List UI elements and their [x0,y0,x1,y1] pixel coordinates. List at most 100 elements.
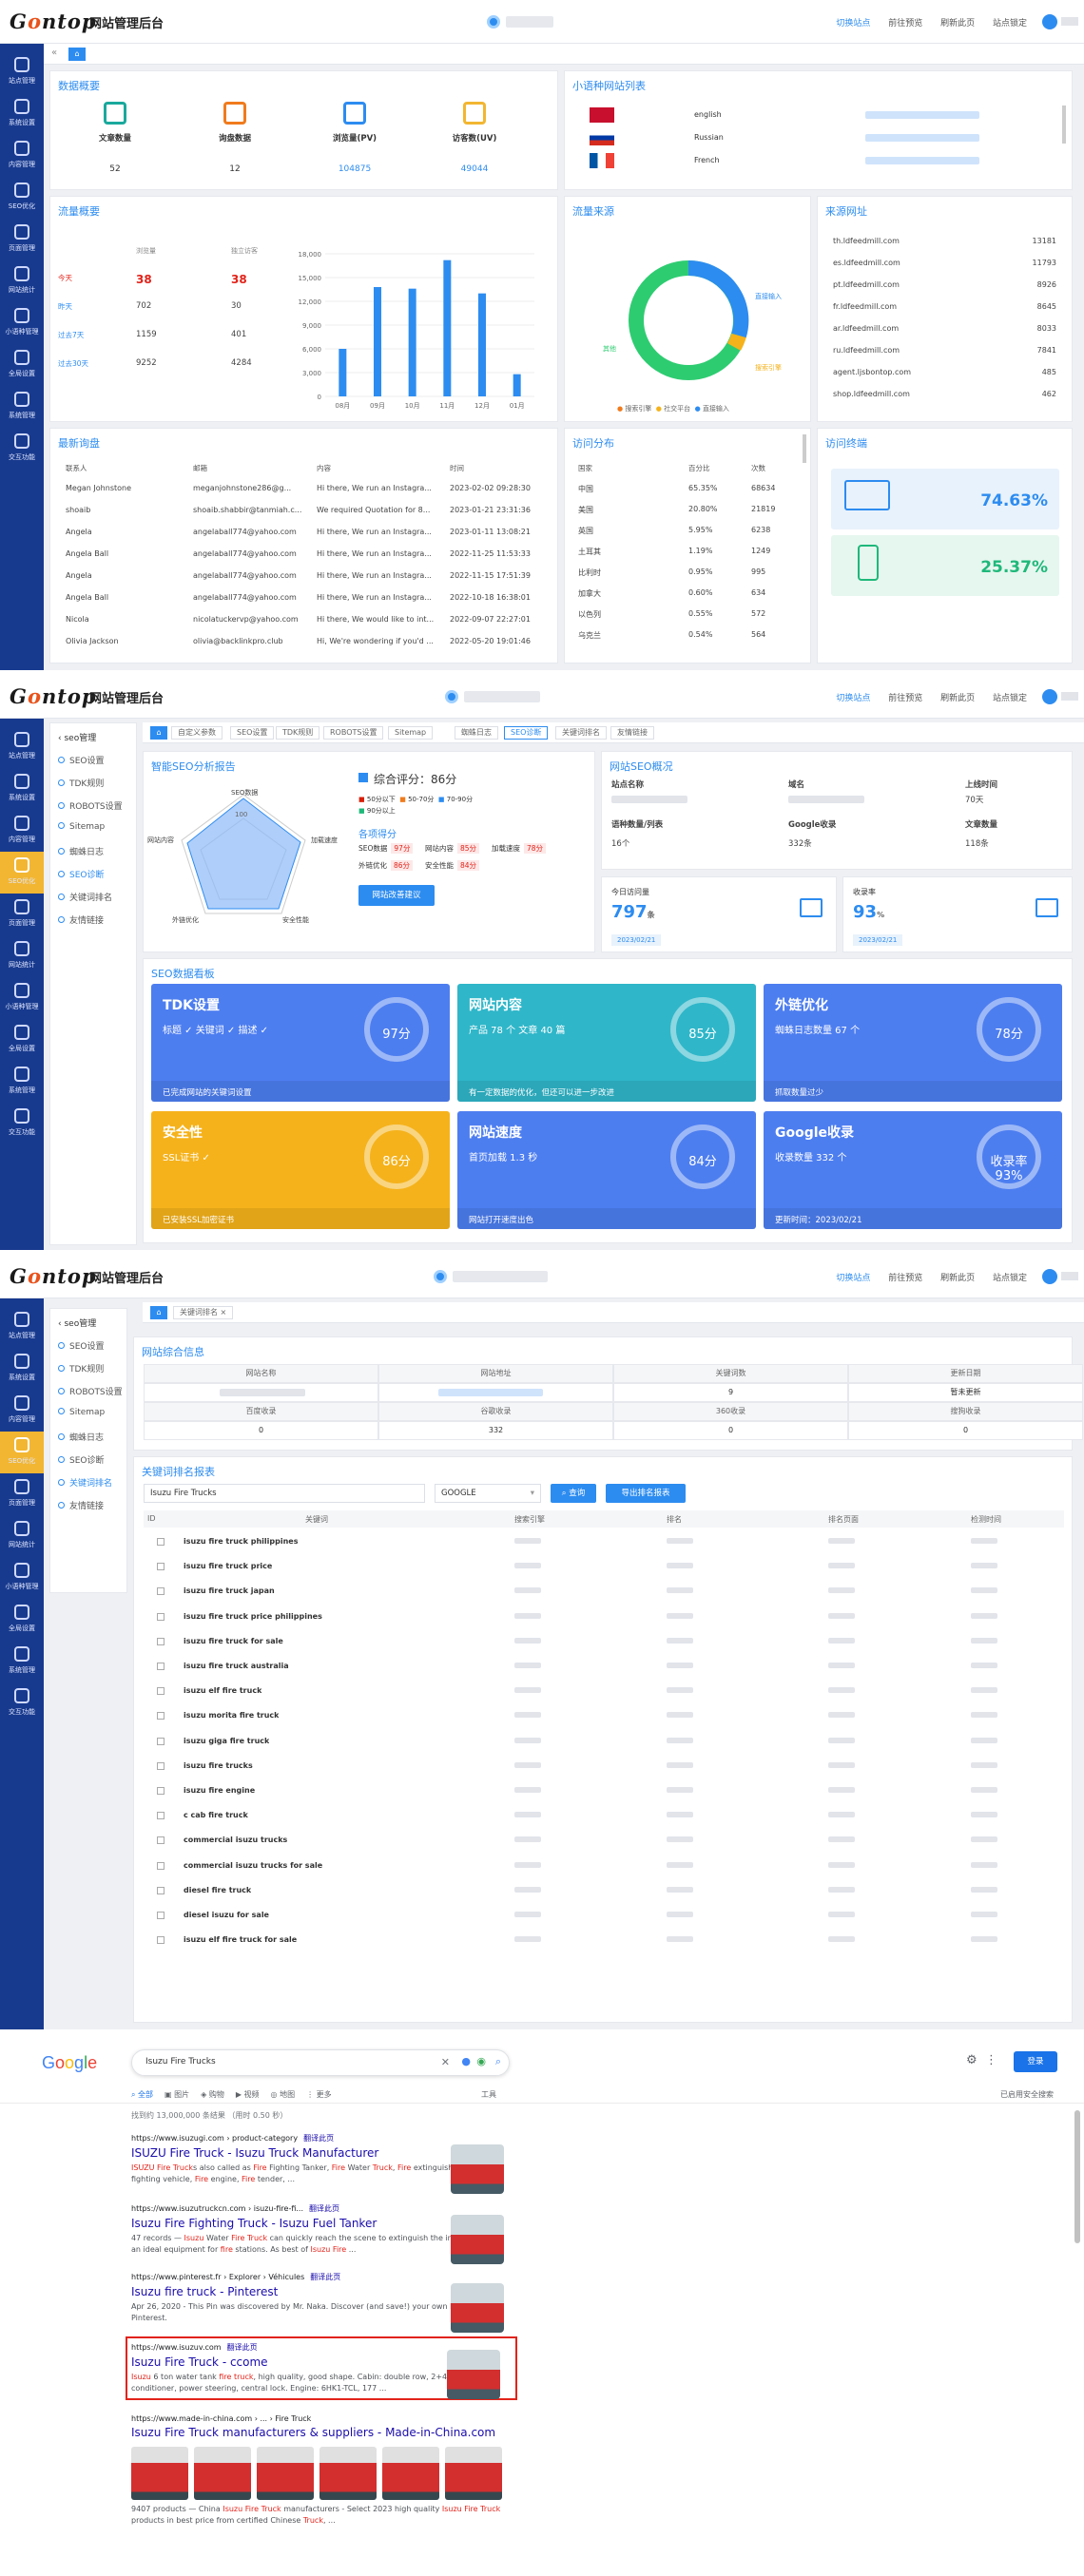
bar-08月[interactable] [339,349,347,396]
sidebar-item-6[interactable]: 小语种管理 [0,302,44,344]
row-checkbox[interactable] [157,1812,165,1820]
bar-09月[interactable] [374,287,381,396]
google-tab-1[interactable]: ▣ 图片 [165,2090,190,2099]
product-image[interactable] [319,2447,377,2500]
tab-5[interactable]: 蜘蛛日志 [455,726,498,740]
gear-icon[interactable]: ⚙ [966,2053,978,2067]
result-title[interactable]: Isuzu Fire Truck manufacturers & supplie… [131,2426,496,2439]
collapse-icon[interactable]: « [51,48,58,58]
submenu-back-3[interactable]: ‹ seo管理 [58,1319,97,1329]
row-checkbox[interactable] [157,1836,165,1845]
language-url[interactable] [865,111,979,119]
preview-link-2[interactable]: 前往预览 [888,694,923,703]
row-checkbox[interactable] [157,1912,165,1919]
suggest-button[interactable]: 网站改善建议 [358,885,435,906]
sidebar-item-8[interactable]: 系统管理 [0,386,44,428]
language-url[interactable] [865,134,979,142]
engine-select[interactable]: GOOGLE ▾ [435,1484,541,1503]
submenu-item-4[interactable]: 蜘蛛日志 [58,845,104,857]
lock-link-2[interactable]: 站点锁定 [992,694,1027,703]
refresh-link-3[interactable]: 刷新此页 [940,1274,976,1283]
close-icon[interactable]: ✕ [440,2056,450,2068]
submenu-item-7[interactable]: 友情链接 [58,913,104,926]
switch-site-link-2[interactable]: 切换站点 [836,694,871,703]
google-tab-4[interactable]: ◎ 地图 [270,2090,296,2099]
tools-link[interactable]: 工具 [481,2090,496,2099]
keyword-search-input[interactable]: Isuzu Fire Trucks [144,1484,425,1503]
sidebar-item-9[interactable]: 交互功能 [0,1103,44,1144]
inquiry-cell[interactable]: We required Quotation for 8... [317,506,431,514]
translate-link[interactable]: 翻译此页 [309,2204,339,2213]
product-image[interactable] [257,2447,314,2500]
sidebar-item-0[interactable]: 站点管理 [0,1306,44,1348]
submenu-item-6[interactable]: 关键词排名 [58,1476,112,1489]
row-checkbox[interactable] [157,1712,165,1721]
submenu-item-5[interactable]: SEO诊断 [58,1453,104,1466]
avatar-3[interactable] [1042,1269,1057,1284]
home-tab-2[interactable]: ⌂ [150,726,167,740]
translate-link[interactable]: 翻译此页 [226,2343,258,2352]
sidebar-item-6[interactable]: 小语种管理 [0,1557,44,1599]
scrollbar[interactable] [803,434,806,463]
row-checkbox[interactable] [157,1663,165,1670]
referrer-host[interactable]: th.ldfeedmill.com [833,237,900,245]
tab-2[interactable]: TDK规则 [276,726,320,740]
row-checkbox[interactable] [157,1587,165,1596]
sidebar-item-3[interactable]: SEO优化 [0,852,44,894]
seo-metric-card-1[interactable]: 网站内容 产品 78 个 文章 40 篇 85分 有一定数据的优化，但还可以进一步改进 [457,984,756,1102]
inquiry-cell[interactable]: Hi there, We would like to int... [317,615,435,624]
sidebar-item-1[interactable]: 系统设置 [0,93,44,135]
row-checkbox[interactable] [157,1737,165,1745]
google-tab-5[interactable]: ⋮ 更多 [306,2090,332,2099]
result-title[interactable]: Isuzu Fire Fighting Truck - Isuzu Fuel T… [131,2217,377,2230]
tab-8[interactable]: 友情链接 [610,726,654,740]
row-checkbox[interactable] [157,1612,165,1621]
tab-1[interactable]: SEO设置 [230,726,275,740]
sidebar-item-2[interactable]: 内容管理 [0,1390,44,1432]
submenu-item-0[interactable]: SEO设置 [58,1339,104,1352]
result-title[interactable]: Isuzu Fire Truck - ccome [131,2355,268,2369]
row-checkbox[interactable] [157,1787,165,1795]
sidebar-item-3[interactable]: SEO优化 [0,1432,44,1473]
bar-12月[interactable] [478,293,486,396]
sidebar-item-2[interactable]: 内容管理 [0,810,44,852]
google-tab-2[interactable]: ◈ 购物 [201,2090,224,2099]
site-icon[interactable] [487,15,500,29]
referrer-host[interactable]: ar.ldfeedmill.com [833,324,900,333]
row-checkbox[interactable] [157,1687,165,1696]
row-checkbox[interactable] [157,1886,165,1894]
seo-metric-card-0[interactable]: TDK设置 标题 ✓ 关键词 ✓ 描述 ✓ 97分 已完成网站的关键词设置 [151,984,450,1102]
row-checkbox[interactable] [157,1861,165,1870]
submenu-item-1[interactable]: TDK规则 [58,777,104,789]
referrer-host[interactable]: agent.ljsbontop.com [833,368,912,376]
scrollbar[interactable] [1074,2110,1080,2243]
tab-4[interactable]: Sitemap [388,726,434,740]
preview-link[interactable]: 前往预览 [888,19,923,29]
tab-3[interactable]: ROBOTS设置 [323,726,384,740]
inquiry-cell[interactable]: Hi there, We run an Instagra... [317,549,432,558]
sidebar-item-4[interactable]: 页面管理 [0,219,44,260]
site-icon-3[interactable] [434,1270,447,1283]
sidebar-item-4[interactable]: 页面管理 [0,894,44,935]
bar-11月[interactable] [443,260,452,396]
inquiry-cell[interactable]: Hi, We're wondering if you'd ... [317,637,434,645]
sidebar-item-9[interactable]: 交互功能 [0,1682,44,1724]
row-checkbox[interactable] [157,1563,165,1571]
export-button[interactable]: 导出排名报表 [606,1484,686,1503]
submenu-item-3[interactable]: Sitemap [58,822,105,832]
row-checkbox[interactable] [157,1936,165,1945]
product-image[interactable] [131,2447,188,2500]
query-button[interactable]: ⌕ 查询 [551,1484,596,1503]
result-title[interactable]: ISUZU Fire Truck - Isuzu Truck Manufactu… [131,2146,379,2160]
submenu-item-7[interactable]: 友情链接 [58,1499,104,1511]
user-name-3[interactable] [1061,1272,1078,1280]
result-url[interactable]: https://www.isuzugi.com › product-catego… [131,2134,335,2143]
result-thumbnail[interactable] [451,2215,504,2264]
sidebar-item-7[interactable]: 全局设置 [0,1599,44,1641]
submenu-item-5[interactable]: SEO诊断 [58,868,104,880]
site-selector[interactable] [506,16,553,28]
sidebar-item-4[interactable]: 页面管理 [0,1473,44,1515]
submenu-item-3[interactable]: Sitemap [58,1408,105,1417]
inquiry-cell[interactable]: Hi there, We run an Instagra... [317,484,432,492]
referrer-host[interactable]: ru.ldfeedmill.com [833,346,900,355]
